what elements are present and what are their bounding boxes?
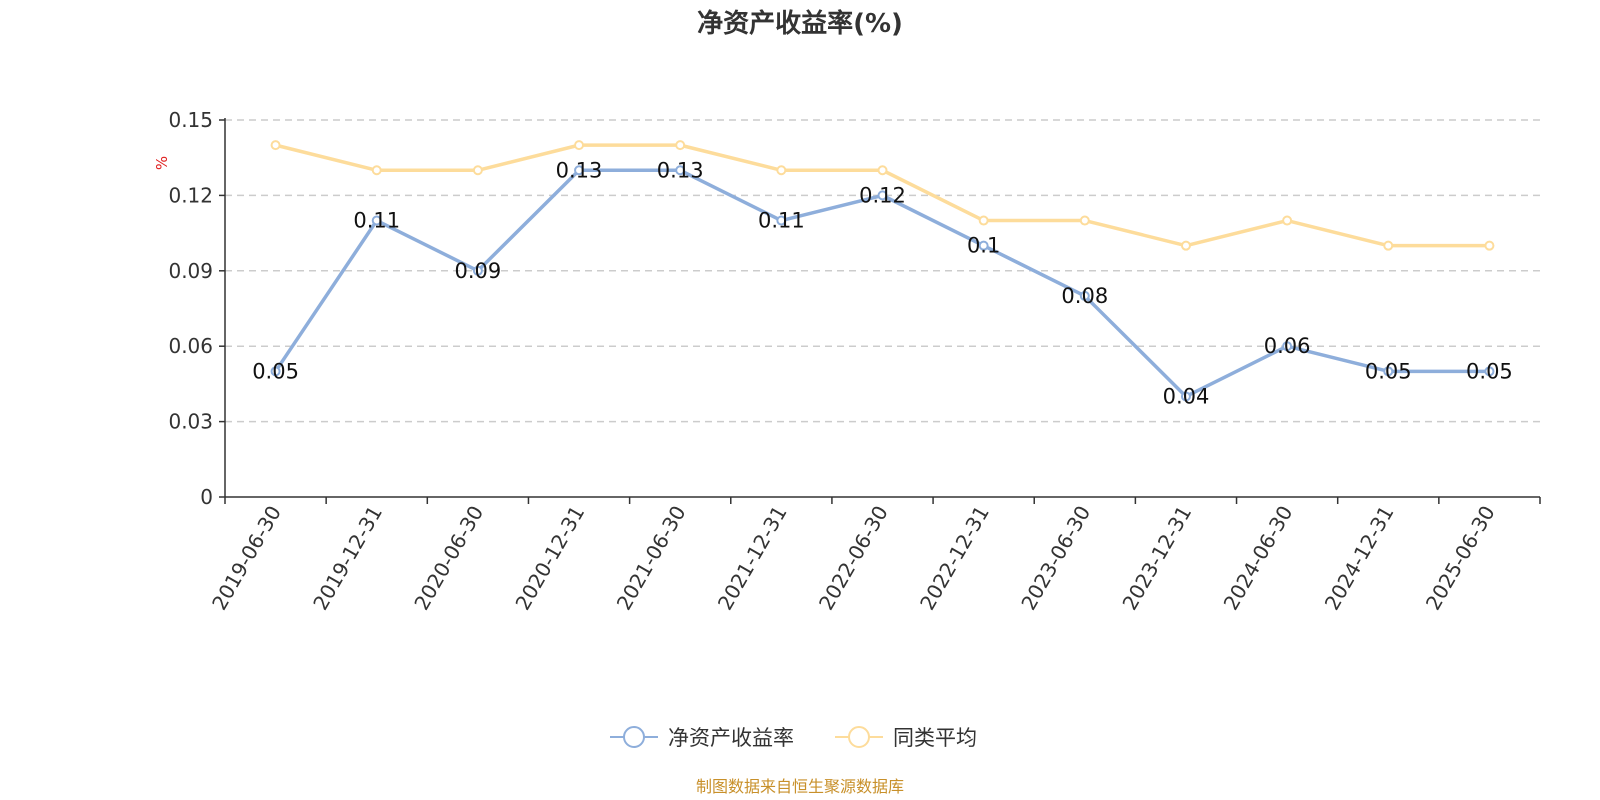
data-point <box>1383 366 1394 377</box>
data-label: 0.05 <box>1365 359 1412 383</box>
data-point <box>1282 215 1293 226</box>
data-labels: 0.05 0.11 0.09 0.13 0.13 0.11 0.12 0.1 0.08 0.04 0… <box>252 158 1513 408</box>
data-label: 0.13 <box>657 158 704 182</box>
data-point <box>776 165 787 176</box>
data-label: 0.08 <box>1061 284 1108 308</box>
x-tick-label: 2022-06-30 <box>814 502 893 615</box>
x-tick-label: 2019-06-30 <box>207 502 286 615</box>
data-point <box>574 140 585 151</box>
axes <box>219 118 1541 504</box>
data-point <box>270 140 281 151</box>
data-point <box>978 215 989 226</box>
data-point <box>1383 240 1394 251</box>
data-point <box>877 190 888 201</box>
data-label: 0.1 <box>967 234 1000 258</box>
legend-marker <box>623 726 645 748</box>
y-tick-label: 0.12 <box>168 183 213 207</box>
data-point <box>1180 391 1191 402</box>
source-note: 制图数据来自恒生聚源数据库 <box>696 777 904 796</box>
data-label: 0.05 <box>252 359 299 383</box>
x-tick-label: 2023-06-30 <box>1016 502 1095 615</box>
x-tick-label: 2023-12-31 <box>1117 502 1196 615</box>
data-point <box>1079 215 1090 226</box>
y-tick-labels: 0 0.03 0.06 0.09 0.12 0.15 <box>168 108 213 509</box>
data-point <box>574 165 585 176</box>
x-tick-labels: 2019-06-30 2019-12-31 2020-06-30 2020-12-31… <box>207 502 1500 615</box>
data-point <box>371 165 382 176</box>
data-point <box>1079 290 1090 301</box>
series-layer <box>270 140 1495 402</box>
y-tick-label: 0.15 <box>168 108 213 132</box>
legend-label: 同类平均 <box>893 726 977 750</box>
y-tick-label: 0.03 <box>168 410 213 434</box>
x-tick-label: 2021-06-30 <box>612 502 691 615</box>
x-tick-label: 2025-06-30 <box>1421 502 1500 615</box>
data-label: 0.13 <box>556 158 603 182</box>
legend-label: 净资产收益率 <box>668 726 794 750</box>
gridlines <box>225 119 1540 423</box>
data-point <box>776 215 787 226</box>
data-label: 0.12 <box>859 183 906 207</box>
data-point <box>675 165 686 176</box>
data-point <box>877 165 888 176</box>
x-tick-label: 2022-12-31 <box>915 502 994 615</box>
data-point <box>978 240 989 251</box>
data-label: 0.05 <box>1466 359 1513 383</box>
data-label: 0.06 <box>1264 334 1311 358</box>
data-point <box>1282 341 1293 352</box>
y-tick-label: 0.06 <box>168 334 213 358</box>
y-tick-label: 0.09 <box>168 259 213 283</box>
y-tick-label: 0 <box>200 485 213 509</box>
x-tick-label: 2024-06-30 <box>1219 502 1298 615</box>
chart-title: 净资产收益率(%) <box>697 8 903 39</box>
data-point <box>1484 240 1495 251</box>
y-axis-unit: % <box>153 156 171 170</box>
legend[interactable]: 净资产收益率 同类平均 <box>610 726 977 750</box>
x-tick-label: 2019-12-31 <box>308 502 387 615</box>
legend-marker <box>848 726 870 748</box>
data-point <box>1484 366 1495 377</box>
data-point <box>675 140 686 151</box>
data-point <box>371 215 382 226</box>
data-label: 0.04 <box>1163 384 1210 408</box>
x-tick-label: 2020-06-30 <box>409 502 488 615</box>
data-label: 0.11 <box>758 209 805 233</box>
data-label: 0.09 <box>455 259 502 283</box>
x-tick-label: 2024-12-31 <box>1320 502 1399 615</box>
data-point <box>472 165 483 176</box>
data-point <box>1180 240 1191 251</box>
x-tick-label: 2020-12-31 <box>510 502 589 615</box>
x-tick-label: 2021-12-31 <box>713 502 792 615</box>
data-point <box>270 366 281 377</box>
data-label: 0.11 <box>353 209 400 233</box>
data-point <box>472 265 483 276</box>
